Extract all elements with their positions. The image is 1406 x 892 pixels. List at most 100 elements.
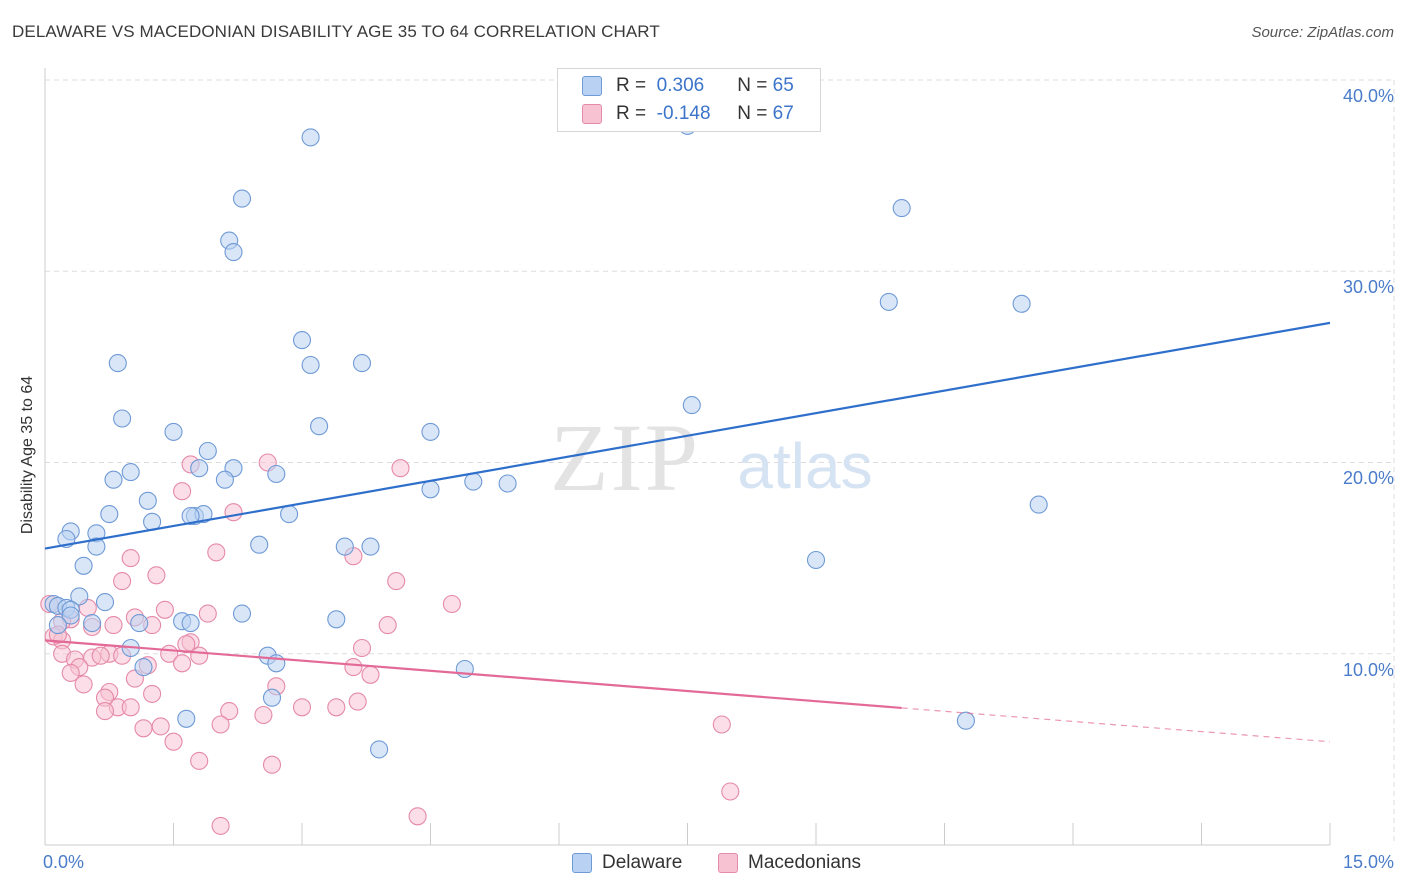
macedonians-point <box>91 646 110 665</box>
delaware-point <box>83 614 102 633</box>
delaware-point <box>892 199 911 218</box>
macedonians-point <box>155 600 174 619</box>
delaware-point <box>95 593 115 612</box>
macedonians-trend-line <box>44 639 902 710</box>
delaware-point <box>181 614 200 633</box>
delaware-point <box>682 396 701 415</box>
delaware-point <box>181 506 200 526</box>
delaware-point <box>421 480 440 499</box>
macedonians-point <box>198 604 217 623</box>
delaware-point <box>310 417 329 436</box>
macedonians-point <box>211 715 230 734</box>
macedonians-point <box>721 782 740 801</box>
macedonians-point <box>262 755 282 774</box>
delaware-point <box>262 688 282 707</box>
macedonians-point <box>292 698 312 717</box>
y-tick-label: 30.0% <box>1342 277 1394 297</box>
watermark-atlas: atlas <box>737 430 872 502</box>
macedonians-point <box>113 572 132 591</box>
stats-legend: R = 0.306 N = 65 R = -0.148 N = 67 <box>557 68 821 132</box>
y-tick-label: 40.0% <box>1342 86 1394 106</box>
delaware-swatch <box>572 853 592 873</box>
macedonians-swatch <box>718 853 738 873</box>
macedonians-point <box>327 698 346 717</box>
macedonians-trend-line-dashed <box>901 707 1331 743</box>
macedonians-point <box>220 702 239 721</box>
delaware-point <box>134 658 153 677</box>
delaware-point <box>113 409 132 428</box>
y-tick-label: 10.0% <box>1342 660 1394 680</box>
delaware-point <box>70 587 89 606</box>
n-label: N = <box>737 75 768 96</box>
delaware-point <box>224 243 243 262</box>
delaware-point <box>87 537 106 556</box>
macedonians-point <box>74 675 93 694</box>
x-tick-label: 15.0% <box>1342 852 1394 872</box>
x-tick-label: 0.0% <box>43 852 85 872</box>
macedonians-point <box>134 719 153 738</box>
macedonians-point <box>378 616 397 635</box>
delaware-point <box>74 556 93 575</box>
legend-label: Delaware <box>602 852 683 873</box>
delaware-point <box>108 354 127 373</box>
macedonians-point <box>442 594 461 614</box>
macedonians-point <box>173 482 192 501</box>
delaware-point <box>806 550 826 570</box>
delaware-point <box>1029 495 1048 514</box>
delaware-point <box>464 472 483 491</box>
n-value: 65 <box>772 75 794 96</box>
macedonians-point <box>408 807 427 826</box>
delaware-point <box>267 464 286 484</box>
macedonians-points <box>40 453 740 835</box>
delaware-point <box>232 604 252 623</box>
macedonians-point <box>104 616 123 635</box>
delaware-points <box>44 116 1048 759</box>
trend-lines <box>44 321 1331 743</box>
delaware-point <box>138 491 157 510</box>
macedonians-point <box>344 658 363 677</box>
delaware-point <box>164 422 183 441</box>
macedonians-point <box>95 702 115 721</box>
macedonians-point <box>190 751 209 770</box>
delaware-point <box>301 355 320 375</box>
delaware-point <box>130 614 149 633</box>
macedonians-point <box>147 566 166 585</box>
macedonians-point <box>151 717 170 736</box>
n-label: N = <box>737 103 768 124</box>
delaware-point <box>280 505 299 524</box>
macedonians-point <box>387 572 406 591</box>
macedonians-point <box>712 715 731 734</box>
y-axis-label: Disability Age 35 to 64 <box>19 375 36 535</box>
macedonians-point <box>121 698 140 717</box>
source-label: Source: ZipAtlas.com <box>1251 24 1394 41</box>
macedonians-point <box>391 459 410 478</box>
delaware-point <box>498 474 517 493</box>
macedonians-point <box>177 635 196 654</box>
legend-row-macedonians: R = -0.148 N = 67 <box>582 102 794 126</box>
delaware-point <box>250 535 269 554</box>
delaware-point <box>370 740 389 759</box>
delaware-trend-line <box>44 321 1331 550</box>
chart-title: DELAWARE VS MACEDONIAN DISABILITY AGE 35… <box>12 22 660 41</box>
r-label: R = <box>616 103 647 124</box>
macedonians-point <box>211 816 230 835</box>
delaware-swatch <box>582 76 602 96</box>
delaware-point <box>327 610 346 629</box>
delaware-point <box>190 459 209 478</box>
delaware-point <box>361 537 380 556</box>
macedonians-point <box>121 549 140 568</box>
delaware-point <box>198 441 217 461</box>
delaware-point <box>956 711 975 730</box>
delaware-point <box>352 354 372 373</box>
legend-item-delaware: Delaware <box>572 852 682 874</box>
r-value: -0.148 <box>656 103 711 124</box>
n-value: 67 <box>772 103 794 124</box>
delaware-point <box>215 470 234 489</box>
delaware-point <box>232 189 252 208</box>
macedonians-point <box>348 692 367 711</box>
delaware-point <box>48 616 67 635</box>
macedonians-point <box>352 638 372 658</box>
legend-label: Macedonians <box>748 852 862 873</box>
watermark: ZIP atlas <box>550 404 873 511</box>
